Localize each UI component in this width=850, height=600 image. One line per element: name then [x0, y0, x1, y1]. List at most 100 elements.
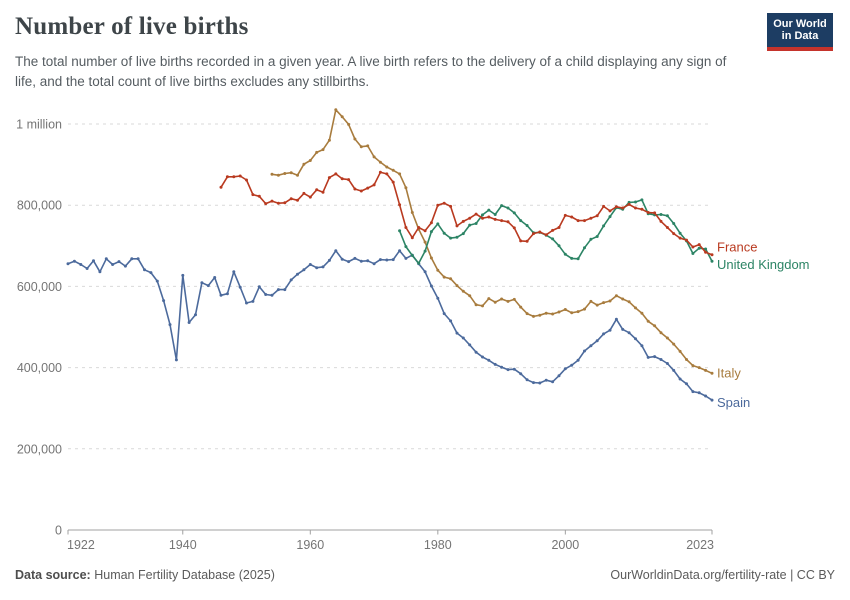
data-point-spain — [334, 249, 338, 253]
data-point-france — [640, 207, 644, 211]
data-point-france — [583, 219, 586, 223]
data-point-france — [238, 174, 242, 178]
attribution-link[interactable]: OurWorldinData.org/fertility-rate | CC B… — [610, 568, 835, 582]
data-point-spain — [123, 264, 127, 268]
data-point-spain — [512, 367, 516, 371]
data-point-france — [665, 226, 669, 229]
data-point-italy — [672, 342, 676, 346]
data-point-spain — [296, 272, 299, 276]
data-point-united-kingdom — [487, 208, 491, 212]
data-point-france — [455, 224, 459, 228]
data-point-united-kingdom — [640, 198, 644, 202]
data-point-united-kingdom — [481, 213, 484, 217]
data-point-italy — [340, 115, 344, 119]
series-label-spain[interactable]: Spain — [717, 395, 750, 410]
data-point-italy — [512, 297, 516, 301]
data-point-france — [634, 206, 637, 210]
series-line-france[interactable] — [220, 171, 713, 256]
data-point-spain — [359, 259, 363, 263]
data-point-italy — [347, 122, 351, 126]
data-point-italy — [372, 155, 376, 159]
data-point-spain — [353, 256, 357, 260]
data-point-spain — [245, 301, 248, 305]
data-point-united-kingdom — [602, 224, 606, 228]
data-point-spain — [85, 267, 89, 270]
data-point-france — [442, 201, 446, 205]
data-point-france — [512, 226, 516, 230]
series-label-united-kingdom[interactable]: United Kingdom — [717, 257, 810, 272]
data-point-france — [378, 170, 382, 174]
data-point-spain — [704, 394, 708, 398]
data-point-spain — [589, 344, 593, 348]
data-point-united-kingdom — [455, 235, 459, 239]
data-point-italy — [474, 303, 478, 307]
data-point-spain — [634, 337, 637, 341]
data-point-italy — [583, 307, 586, 311]
data-point-france — [276, 201, 280, 205]
data-point-italy — [276, 173, 280, 177]
data-point-united-kingdom — [576, 257, 580, 261]
data-point-france — [493, 217, 497, 221]
data-point-united-kingdom — [691, 252, 695, 255]
data-point-italy — [557, 310, 561, 314]
data-point-spain — [302, 268, 306, 272]
series-line-spain[interactable] — [67, 249, 713, 401]
data-point-spain — [627, 331, 631, 335]
data-point-italy — [353, 137, 357, 141]
data-point-france — [678, 236, 682, 240]
data-point-france — [672, 232, 676, 236]
data-point-france — [557, 226, 561, 229]
owid-logo[interactable]: Our World in Data — [767, 13, 833, 51]
data-point-france — [245, 178, 248, 182]
series-label-italy[interactable]: Italy — [717, 365, 741, 380]
data-point-france — [621, 206, 625, 210]
data-point-france — [385, 172, 389, 176]
data-point-italy — [296, 173, 299, 177]
data-point-spain — [66, 262, 70, 266]
data-point-italy — [685, 358, 688, 361]
data-point-spain — [697, 391, 701, 395]
chart-canvas[interactable]: 0 200,000 400,000 600,000 800,000 1 million 19… — [0, 0, 850, 560]
data-point-spain — [576, 358, 580, 362]
series-line-italy[interactable] — [271, 109, 713, 375]
data-source: Data source: Human Fertility Database (2… — [15, 568, 275, 582]
data-point-italy — [532, 314, 535, 318]
data-point-italy — [653, 324, 657, 328]
x-tick-label: 1960 — [296, 538, 324, 552]
data-point-spain — [72, 259, 76, 263]
series-line-united-kingdom[interactable] — [398, 199, 713, 265]
data-point-united-kingdom — [583, 246, 586, 250]
data-point-france — [551, 228, 555, 232]
data-point-italy — [321, 148, 325, 152]
data-point-united-kingdom — [665, 214, 669, 218]
x-tick-label: 2000 — [551, 538, 579, 552]
data-point-spain — [391, 258, 395, 262]
data-point-france — [347, 178, 351, 182]
data-point-italy — [481, 304, 484, 308]
data-point-spain — [436, 296, 440, 300]
data-point-italy — [391, 168, 395, 172]
data-point-spain — [602, 332, 606, 336]
data-point-spain — [194, 313, 197, 317]
data-point-spain — [289, 278, 293, 282]
data-point-france — [404, 226, 408, 229]
series-label-france[interactable]: France — [717, 240, 757, 255]
data-point-france — [366, 186, 370, 190]
data-point-france — [391, 180, 395, 184]
data-point-spain — [570, 363, 574, 367]
data-point-france — [525, 239, 529, 243]
data-point-italy — [576, 310, 580, 314]
data-point-spain — [659, 358, 663, 361]
data-point-france — [321, 190, 325, 194]
data-point-spain — [455, 331, 459, 335]
data-point-spain — [653, 355, 657, 359]
y-tick-label: 400,000 — [17, 361, 62, 375]
data-point-france — [353, 187, 357, 191]
data-point-spain — [608, 328, 612, 332]
data-point-united-kingdom — [429, 230, 433, 234]
data-point-spain — [98, 270, 102, 274]
data-point-spain — [162, 299, 166, 303]
data-point-italy — [665, 336, 669, 340]
data-point-spain — [136, 257, 140, 261]
data-point-united-kingdom — [442, 231, 446, 235]
